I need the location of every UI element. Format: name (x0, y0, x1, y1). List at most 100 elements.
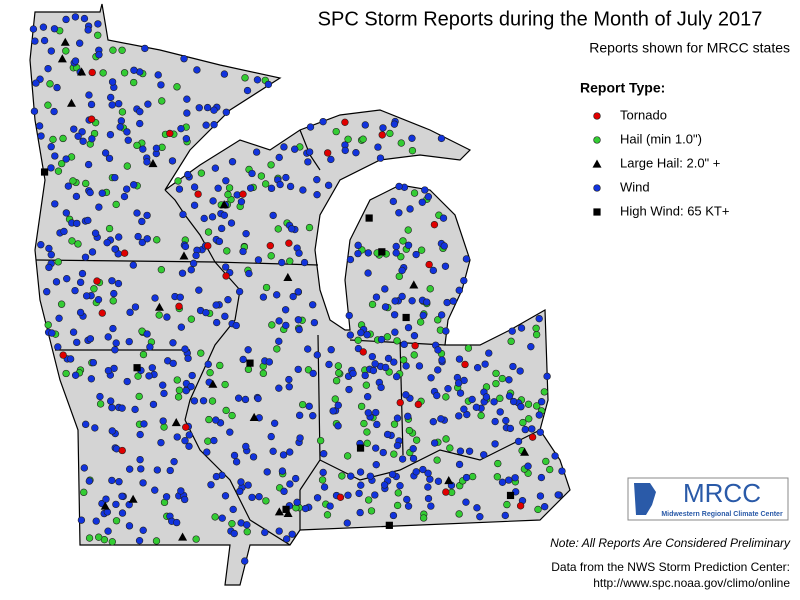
circle-marker (442, 435, 450, 443)
circle-marker (399, 356, 408, 364)
circle-marker (368, 300, 377, 309)
circle-marker (59, 134, 67, 143)
circle-marker (455, 355, 464, 363)
circle-marker (49, 135, 57, 144)
circle-marker (286, 182, 295, 191)
circle-marker (325, 360, 333, 369)
circle-marker (476, 513, 484, 521)
circle-marker (160, 423, 168, 431)
circle-marker (47, 251, 55, 259)
circle-marker (245, 269, 253, 278)
circle-marker (280, 487, 288, 496)
circle-marker (496, 394, 504, 403)
circle-marker (63, 275, 71, 283)
legend-label: Large Hail: 2.0" + (620, 155, 720, 170)
circle-marker (349, 369, 357, 378)
circle-marker (274, 225, 282, 233)
circle-marker (372, 408, 380, 417)
circle-marker (527, 343, 535, 351)
circle-marker (224, 296, 232, 304)
circle-marker (267, 161, 275, 169)
circle-marker (267, 184, 276, 193)
circle-marker (257, 172, 266, 180)
circle-marker (278, 258, 286, 267)
circle-marker (310, 318, 319, 327)
circle-marker (268, 321, 276, 329)
circle-marker (410, 189, 419, 197)
circle-marker (37, 132, 45, 140)
circle-marker (367, 507, 376, 515)
circle-marker (117, 117, 126, 125)
triangle-marker (148, 158, 158, 168)
circle-marker (236, 487, 244, 496)
circle-marker (377, 335, 386, 344)
circle-marker (133, 209, 141, 217)
circle-marker (224, 190, 232, 199)
circle-marker (305, 223, 314, 232)
circle-marker (410, 332, 419, 340)
circle-marker (71, 57, 80, 65)
circle-marker (235, 287, 244, 296)
circle-marker (509, 397, 518, 406)
circle-marker (395, 209, 403, 217)
circle-marker (87, 375, 96, 383)
circle-marker (300, 258, 309, 267)
circle-marker (108, 78, 117, 86)
circle-marker (362, 381, 371, 389)
circle-marker (94, 31, 102, 39)
circle-marker (80, 14, 89, 23)
circle-marker (166, 466, 174, 475)
circle-marker (50, 25, 59, 33)
circle-marker (286, 448, 294, 456)
square-marker (40, 168, 49, 176)
circle-marker (424, 494, 433, 503)
circle-marker (112, 339, 120, 347)
square-marker (506, 491, 515, 500)
circle-marker (54, 258, 62, 266)
state-border (319, 429, 541, 481)
circle-marker (415, 362, 424, 370)
circle-marker (228, 520, 236, 528)
circle-marker (173, 83, 181, 91)
circle-marker (170, 457, 178, 466)
circle-marker (203, 448, 211, 456)
circle-marker (135, 392, 143, 401)
circle-marker (193, 66, 201, 74)
circle-marker (96, 400, 105, 408)
circle-marker (454, 379, 463, 387)
circle-marker (89, 358, 98, 367)
circle-marker (419, 465, 427, 474)
circle-marker (74, 240, 82, 248)
circle-marker (293, 498, 301, 507)
circle-marker (84, 160, 93, 169)
circle-marker (356, 508, 364, 517)
circle-marker (192, 535, 200, 543)
circle-marker (195, 286, 203, 294)
circle-marker (279, 451, 288, 459)
circle-marker (524, 400, 533, 409)
circle-marker (313, 191, 321, 199)
circle-marker (185, 442, 193, 450)
circle-marker (174, 177, 182, 185)
circle-marker (69, 328, 78, 336)
circle-marker (408, 134, 416, 142)
circle-marker (355, 489, 363, 498)
circle-marker (78, 269, 87, 278)
circle-marker (426, 475, 434, 483)
circle-marker (139, 526, 147, 534)
circle-marker (39, 23, 48, 31)
circle-marker (82, 292, 91, 300)
circle-marker (360, 419, 368, 428)
circle-marker (129, 261, 137, 269)
circle-marker (139, 479, 147, 487)
circle-marker (30, 107, 39, 116)
circle-marker (338, 472, 346, 480)
circle-marker (95, 203, 103, 211)
triangle-marker (249, 412, 259, 421)
circle-marker (441, 262, 450, 270)
circle-marker (439, 214, 448, 222)
circle-marker (364, 249, 372, 257)
circle-marker (286, 257, 294, 265)
legend-label: High Wind: 65 KT+ (620, 203, 729, 218)
circle-marker (160, 389, 168, 398)
